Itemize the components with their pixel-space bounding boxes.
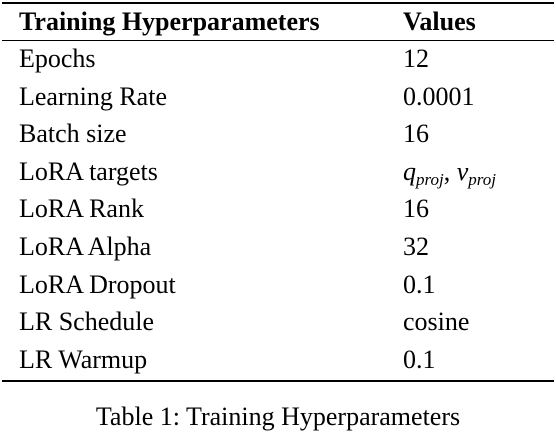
table-row: Learning Rate 0.0001 [2, 78, 554, 116]
value-cell: 0.1 [403, 269, 436, 299]
table-row: LoRA Alpha 32 [2, 228, 554, 266]
value-cell: 32 [403, 231, 429, 261]
math-v: v [456, 156, 469, 186]
param-cell: Batch size [19, 119, 127, 149]
table-row: LoRA Rank 16 [2, 190, 554, 228]
table-row: LR Schedule cosine [2, 303, 554, 341]
table-header-rule [2, 40, 554, 41]
table-row: LoRA targets qproj, vproj [2, 153, 554, 191]
value-cell: 0.0001 [403, 81, 475, 111]
hyperparameter-table: Training Hyperparameters Values Epochs 1… [2, 4, 554, 378]
param-cell: Learning Rate [19, 81, 167, 111]
table-row: LoRA Dropout 0.1 [2, 266, 554, 304]
column-header-value: Values [403, 7, 476, 36]
value-cell: 16 [403, 119, 429, 149]
math-q: q [403, 156, 416, 186]
table-row: Batch size 16 [2, 115, 554, 153]
param-cell: LR Warmup [19, 344, 148, 374]
table-top-rule [2, 2, 554, 4]
param-cell: LoRA Alpha [19, 231, 152, 261]
param-cell: LR Schedule [19, 307, 155, 337]
column-header-parameter: Training Hyperparameters [19, 7, 320, 36]
table-bottom-rule [2, 380, 554, 382]
value-cell: 0.1 [403, 344, 436, 374]
param-cell: Epochs [19, 44, 96, 73]
param-cell: LoRA Dropout [19, 269, 176, 299]
math-q-subscript: proj [416, 169, 444, 189]
value-cell: 12 [403, 44, 429, 73]
table-caption: Table 1: Training Hyperparameters [95, 402, 461, 431]
table-row: LR Warmup 0.1 [2, 341, 554, 379]
param-cell: LoRA Rank [19, 194, 144, 224]
math-separator: , [443, 156, 457, 186]
table-header-row: Training Hyperparameters Values [2, 4, 554, 40]
value-cell-math: qproj, vproj [399, 153, 554, 191]
table-row: Epochs 12 [2, 40, 554, 78]
value-cell: cosine [403, 307, 470, 337]
value-cell: 16 [403, 194, 429, 224]
param-cell: LoRA targets [19, 156, 158, 186]
math-v-subscript: proj [468, 169, 496, 189]
